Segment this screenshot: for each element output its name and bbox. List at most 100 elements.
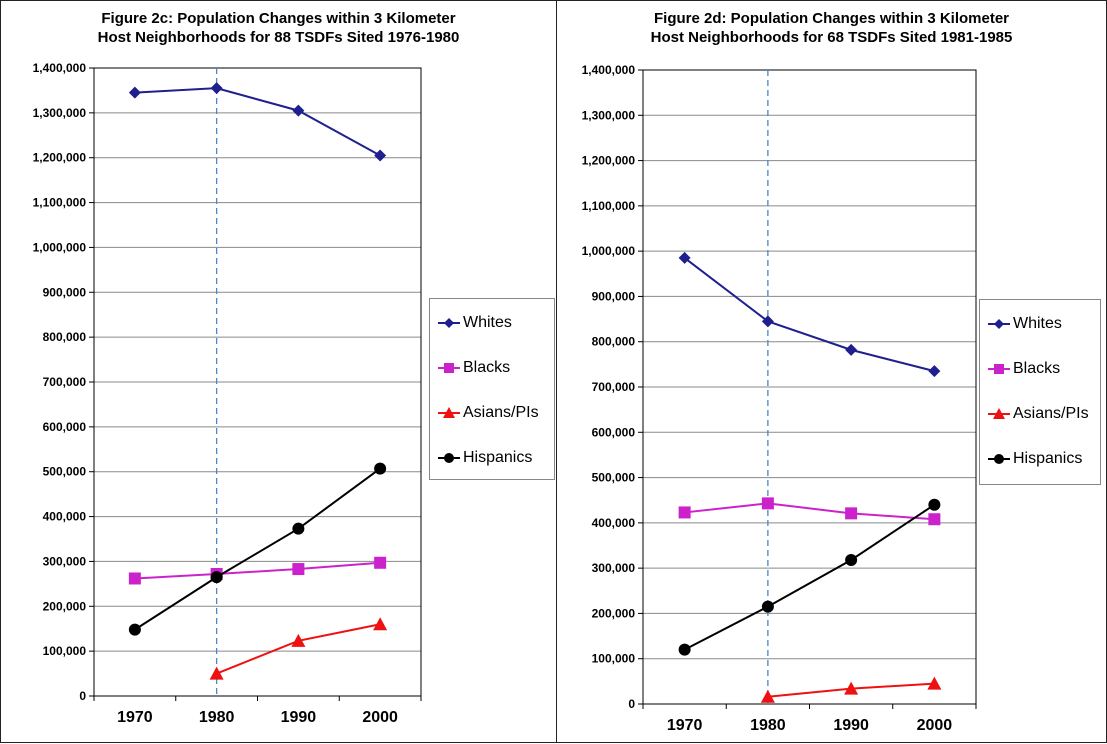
data-point [374, 149, 387, 162]
series-line [134, 87, 381, 157]
series-hispanics [678, 498, 941, 656]
data-point [761, 315, 774, 328]
y-tick-label: 200,000 [43, 599, 87, 613]
y-tick-label: 900,000 [592, 289, 636, 303]
data-point [678, 506, 691, 519]
chart-title: Figure 2d: Population Changes within 3 K… [650, 10, 1013, 46]
data-point [928, 365, 941, 378]
legend-marker [993, 408, 1005, 419]
y-tick-label: 700,000 [592, 380, 636, 394]
y-tick-label: 1,400,000 [33, 61, 87, 75]
data-point [845, 343, 858, 356]
x-tick-label: 2000 [362, 709, 398, 726]
y-tick-label: 100,000 [592, 652, 636, 666]
legend-swatch [438, 318, 460, 328]
series-line [134, 561, 381, 580]
y-tick-label: 600,000 [592, 425, 636, 439]
series-whites [678, 251, 941, 378]
chart-plot-2d: 0 100,000 200,000 300,000 400,000 500,000 600,… [582, 63, 977, 734]
legend-item: Blacks [988, 359, 1060, 379]
x-tick-label: 1980 [199, 709, 235, 726]
data-point [761, 497, 774, 510]
x-tick-label: 1990 [833, 717, 869, 734]
x-tick-label: 1990 [281, 709, 317, 726]
gridlines [638, 69, 976, 705]
x-tick-label: 2000 [917, 717, 953, 734]
y-tick-label: 1,000,000 [33, 240, 87, 254]
legend-marker [994, 319, 1004, 329]
y-tick-label: 400,000 [43, 510, 87, 524]
x-tick-label: 1970 [117, 709, 153, 726]
data-point [845, 507, 858, 520]
y-tick-label: 100,000 [43, 644, 87, 658]
x-tick-label: 1970 [667, 717, 703, 734]
series-line [684, 502, 935, 521]
series-asians-pis [760, 676, 942, 703]
series-line [216, 623, 381, 675]
legend-item: Hispanics [988, 449, 1082, 469]
chart-panel-2c: Figure 2c: Population Changes within 3 K… [0, 0, 557, 743]
legend-item: Whites [438, 313, 512, 333]
legend-swatch [988, 319, 1010, 329]
data-point [845, 553, 858, 566]
y-tick-label: 300,000 [592, 561, 636, 575]
series-hispanics [128, 462, 387, 636]
data-point [374, 462, 387, 475]
chart-title: Figure 2c: Population Changes within 3 K… [97, 10, 460, 46]
y-tick-label: 1,200,000 [33, 151, 87, 165]
y-tick-label: 800,000 [592, 335, 636, 349]
legend-label: Hispanics [463, 449, 533, 466]
legend-swatch [988, 364, 1010, 374]
legend-label: Hispanics [1013, 450, 1083, 467]
y-tick-label: 700,000 [43, 375, 87, 389]
y-tick-label: 1,100,000 [582, 199, 636, 213]
y-tick-label: 500,000 [592, 471, 636, 485]
y-tick-label: 0 [79, 689, 86, 703]
legend-marker [444, 318, 454, 328]
data-point [128, 572, 141, 585]
legend-label: Blacks [1013, 360, 1061, 377]
legend-marker [444, 453, 454, 463]
series-asians-pis [209, 617, 388, 680]
y-tick-label: 300,000 [43, 554, 87, 568]
chart-legend: Whites Blacks Asians/PIs Hispanics [979, 299, 1101, 485]
data-point [128, 623, 141, 636]
legend-marker [994, 364, 1004, 374]
y-tick-label: 900,000 [43, 285, 87, 299]
y-tick-label: 1,100,000 [33, 196, 87, 210]
series-line [684, 503, 935, 651]
legend-item: Asians/PIs [988, 404, 1089, 424]
series-blacks [128, 556, 387, 585]
y-tick-label: 1,300,000 [582, 108, 636, 122]
data-point [374, 556, 387, 569]
legend-label: Whites [1013, 315, 1062, 332]
y-tick-label: 500,000 [43, 465, 87, 479]
legend-item: Hispanics [438, 448, 532, 468]
legend-swatch [988, 454, 1010, 464]
data-point [928, 498, 941, 511]
chart-panel-2d: Figure 2d: Population Changes within 3 K… [557, 0, 1107, 743]
data-point [292, 522, 305, 535]
legend-swatch [438, 363, 460, 373]
legend-swatch [438, 407, 460, 418]
series-whites [128, 82, 387, 162]
y-tick-label: 1,400,000 [582, 63, 636, 77]
legend-label: Whites [463, 314, 512, 331]
legend-item: Asians/PIs [438, 403, 539, 423]
legend-marker [444, 363, 454, 373]
data-point [927, 676, 942, 690]
data-point [292, 104, 305, 117]
y-tick-label: 0 [628, 697, 635, 711]
y-tick-label: 200,000 [592, 606, 636, 620]
y-tick-label: 1,000,000 [582, 244, 636, 258]
data-point [844, 681, 859, 695]
y-tick-label: 1,300,000 [33, 106, 87, 120]
data-point [373, 617, 388, 631]
data-point [760, 689, 775, 703]
y-tick-label: 1,200,000 [582, 154, 636, 168]
legend-marker [443, 407, 455, 418]
series-line [134, 467, 381, 631]
legend-label: Asians/PIs [463, 404, 539, 421]
series-line [684, 257, 935, 373]
chart-plot-2c: 0 100,000 200,000 300,000 400,000 500,000 600,… [33, 61, 422, 726]
